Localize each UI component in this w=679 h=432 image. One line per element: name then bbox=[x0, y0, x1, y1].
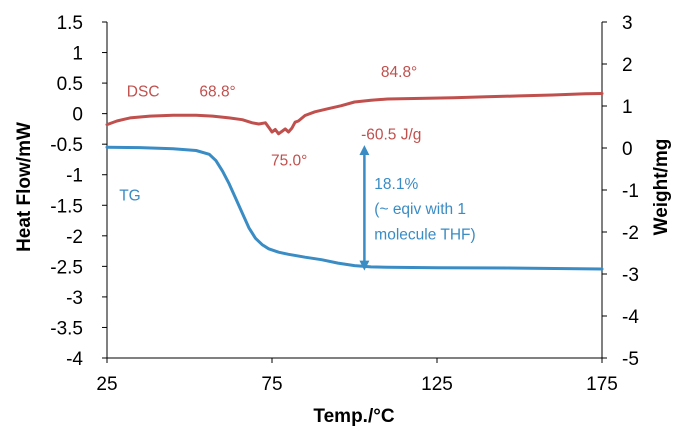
x-tick-label: 125 bbox=[421, 374, 453, 395]
y2-tick-label: 2 bbox=[622, 55, 633, 76]
y2-axis-title: Weight/mg bbox=[651, 139, 672, 236]
y-tick-label: -2 bbox=[66, 227, 83, 248]
y-tick-label: -3 bbox=[66, 288, 83, 309]
annotation-label: 68.8° bbox=[199, 84, 235, 101]
y-tick-label: -0.5 bbox=[50, 135, 83, 156]
series-line-tg bbox=[105, 145, 604, 271]
y-tick-label: -1 bbox=[66, 166, 83, 187]
y2-tick-label: -1 bbox=[622, 181, 639, 202]
y2-tick-label: -5 bbox=[622, 349, 639, 370]
y-tick-label: -1.5 bbox=[50, 196, 83, 217]
y-tick-label: -2.5 bbox=[50, 257, 83, 278]
series-line-dsc bbox=[105, 92, 604, 136]
annotation-label: 75.0° bbox=[271, 153, 307, 170]
y2-tick-label: -4 bbox=[622, 307, 639, 328]
annotation-label: TG bbox=[119, 187, 141, 204]
annotation-label: -60.5 J/g bbox=[361, 126, 421, 143]
x-tick-label: 175 bbox=[586, 374, 618, 395]
y-axis-title: Heat Flow/mW bbox=[14, 122, 35, 252]
y-tick-label: -4 bbox=[66, 349, 83, 370]
axes-group: 25 75 125 175 1.5 1 0.5 0 -0.5 -1 -1.5 -2 -2.5 -3 -3.5… bbox=[50, 13, 639, 395]
y-tick-label: 1 bbox=[72, 44, 83, 65]
y2-tick-label: 3 bbox=[622, 13, 633, 34]
annotation-label: DSC bbox=[127, 84, 160, 101]
annotation-label: 18.1% bbox=[374, 176, 418, 193]
y-tick-label: 0 bbox=[72, 105, 83, 126]
y-tick-label: 0.5 bbox=[57, 74, 83, 95]
series-group bbox=[105, 92, 604, 271]
annotations-group: DSC 68.8° 84.8° 75.0° -60.5 J/g TG 18.1% (~ eqi… bbox=[119, 64, 476, 271]
annotation-label: molecule THF) bbox=[374, 226, 475, 243]
y2-tick-label: -3 bbox=[622, 265, 639, 286]
x-axis-title: Temp./°C bbox=[313, 406, 394, 427]
y2-tick-label: 0 bbox=[622, 139, 633, 160]
annotation-label: 84.8° bbox=[381, 64, 417, 81]
x-tick-label: 75 bbox=[261, 374, 282, 395]
y-tick-label: -3.5 bbox=[50, 318, 83, 339]
y2-tick-label: 1 bbox=[622, 97, 633, 118]
annotation-label: (~ eqiv with 1 bbox=[374, 201, 466, 218]
y2-tick-label: -2 bbox=[622, 223, 639, 244]
x-tick-label: 25 bbox=[96, 374, 117, 395]
y-tick-label: 1.5 bbox=[57, 13, 83, 34]
